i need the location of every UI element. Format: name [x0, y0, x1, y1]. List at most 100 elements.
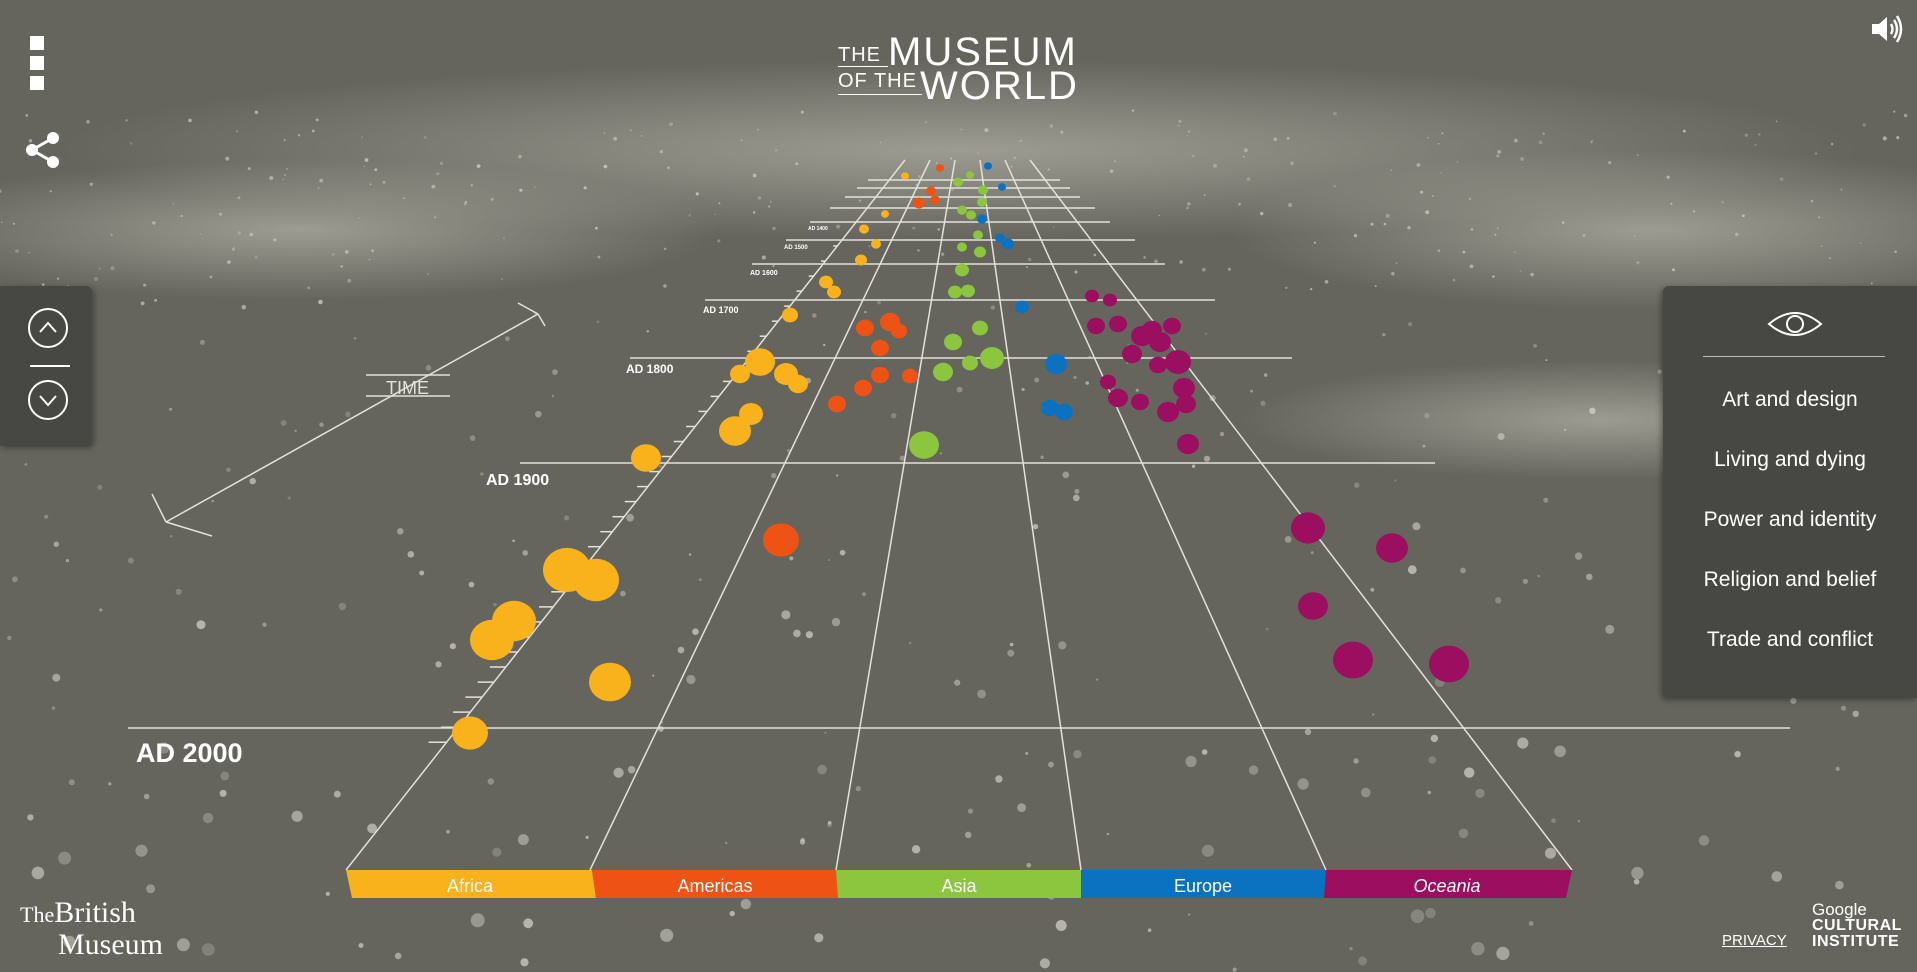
object-marker[interactable]	[1333, 641, 1373, 679]
object-marker[interactable]	[974, 246, 986, 258]
object-marker[interactable]	[730, 364, 750, 384]
object-marker[interactable]	[1165, 350, 1191, 374]
region-oceania[interactable]	[1324, 870, 1572, 898]
object-marker[interactable]	[1045, 353, 1067, 375]
object-marker[interactable]	[1173, 377, 1195, 399]
object-marker[interactable]	[1122, 344, 1142, 364]
object-marker[interactable]	[955, 263, 969, 277]
theme-power-and-identity[interactable]: Power and identity	[1703, 508, 1877, 531]
object-marker[interactable]	[871, 239, 881, 249]
object-marker[interactable]	[763, 523, 799, 557]
object-marker[interactable]	[933, 362, 953, 382]
object-marker[interactable]	[745, 348, 775, 376]
object-marker[interactable]	[966, 171, 974, 179]
object-marker[interactable]	[855, 254, 867, 266]
object-marker[interactable]	[1085, 289, 1099, 303]
object-marker[interactable]	[1100, 374, 1116, 390]
object-marker[interactable]	[1055, 403, 1073, 421]
object-marker[interactable]	[972, 320, 988, 336]
object-marker[interactable]	[984, 162, 992, 170]
object-marker[interactable]	[980, 347, 1004, 369]
theme-living-and-dying[interactable]: Living and dying	[1714, 448, 1866, 471]
object-marker[interactable]	[854, 379, 872, 397]
object-marker[interactable]	[1177, 433, 1199, 455]
object-marker[interactable]	[856, 319, 874, 337]
object-marker[interactable]	[1109, 315, 1127, 333]
theme-trade-and-conflict[interactable]: Trade and conflict	[1706, 628, 1874, 651]
object-marker[interactable]	[1149, 356, 1167, 374]
scroll-down-button[interactable]	[28, 380, 68, 420]
object-marker[interactable]	[953, 177, 963, 187]
theme-art-and-design[interactable]: Art and design	[1722, 388, 1858, 411]
object-marker[interactable]	[1131, 393, 1149, 411]
object-marker[interactable]	[1142, 320, 1162, 340]
object-marker[interactable]	[1176, 394, 1196, 414]
object-marker[interactable]	[859, 224, 869, 234]
object-marker[interactable]	[589, 662, 631, 702]
object-marker[interactable]	[1041, 399, 1059, 417]
object-markers[interactable]	[452, 162, 1469, 750]
object-marker[interactable]	[782, 307, 798, 323]
object-marker[interactable]	[961, 284, 975, 298]
theme-religion-and-belief[interactable]: Religion and belief	[1703, 568, 1877, 591]
dust-particle	[793, 629, 801, 638]
object-marker[interactable]	[631, 444, 661, 472]
object-marker[interactable]	[819, 275, 833, 289]
region-europe[interactable]	[1081, 870, 1326, 898]
menu-button[interactable]	[30, 36, 56, 100]
object-marker[interactable]	[995, 233, 1005, 243]
object-marker[interactable]	[1015, 300, 1029, 314]
object-marker[interactable]	[719, 416, 751, 446]
object-marker[interactable]	[973, 230, 983, 240]
object-marker[interactable]	[978, 185, 988, 195]
region-americas[interactable]	[592, 870, 838, 898]
object-marker[interactable]	[962, 355, 978, 371]
object-marker[interactable]	[1103, 293, 1117, 307]
object-marker[interactable]	[957, 242, 967, 252]
site-logo[interactable]: THE MUSEUM OF THE WORLD	[838, 32, 1078, 106]
object-marker[interactable]	[930, 195, 940, 205]
object-marker[interactable]	[926, 186, 936, 196]
british-museum-logo[interactable]: TheBritish Museum	[20, 898, 163, 960]
object-marker[interactable]	[1108, 388, 1128, 408]
object-marker[interactable]	[788, 374, 808, 394]
object-marker[interactable]	[936, 164, 944, 172]
object-marker[interactable]	[1087, 317, 1105, 335]
object-marker[interactable]	[891, 323, 907, 339]
object-marker[interactable]	[492, 600, 536, 642]
scroll-up-button[interactable]	[28, 308, 68, 348]
region-africa[interactable]	[346, 870, 596, 898]
object-marker[interactable]	[1163, 317, 1181, 335]
object-marker[interactable]	[977, 214, 987, 224]
google-cultural-institute-logo[interactable]: Google CULTURAL INSTITUTE	[1812, 901, 1902, 950]
object-marker[interactable]	[948, 285, 962, 299]
object-marker[interactable]	[739, 403, 763, 425]
object-marker[interactable]	[828, 395, 846, 413]
object-marker[interactable]	[573, 558, 619, 602]
object-marker[interactable]	[966, 210, 976, 220]
object-marker[interactable]	[913, 197, 925, 209]
object-marker[interactable]	[1291, 512, 1325, 544]
privacy-link[interactable]: PRIVACY	[1722, 932, 1787, 949]
object-marker[interactable]	[1429, 645, 1469, 683]
object-marker[interactable]	[977, 197, 987, 207]
sound-button[interactable]	[1870, 14, 1904, 44]
object-marker[interactable]	[1298, 592, 1328, 620]
object-marker[interactable]	[1157, 401, 1179, 423]
object-marker[interactable]	[957, 205, 967, 215]
object-marker[interactable]	[881, 210, 889, 218]
object-marker[interactable]	[998, 183, 1006, 191]
object-marker[interactable]	[1002, 238, 1014, 250]
object-marker[interactable]	[901, 172, 909, 180]
region-asia[interactable]	[836, 870, 1081, 898]
object-marker[interactable]	[827, 285, 841, 299]
object-marker[interactable]	[944, 333, 962, 351]
object-marker[interactable]	[452, 716, 488, 750]
object-marker[interactable]	[871, 366, 889, 384]
object-marker[interactable]	[909, 431, 939, 459]
object-marker[interactable]	[902, 368, 918, 384]
eye-icon[interactable]	[1767, 308, 1823, 340]
object-marker[interactable]	[1376, 533, 1408, 563]
object-marker[interactable]	[871, 339, 889, 357]
share-button[interactable]	[24, 130, 62, 170]
